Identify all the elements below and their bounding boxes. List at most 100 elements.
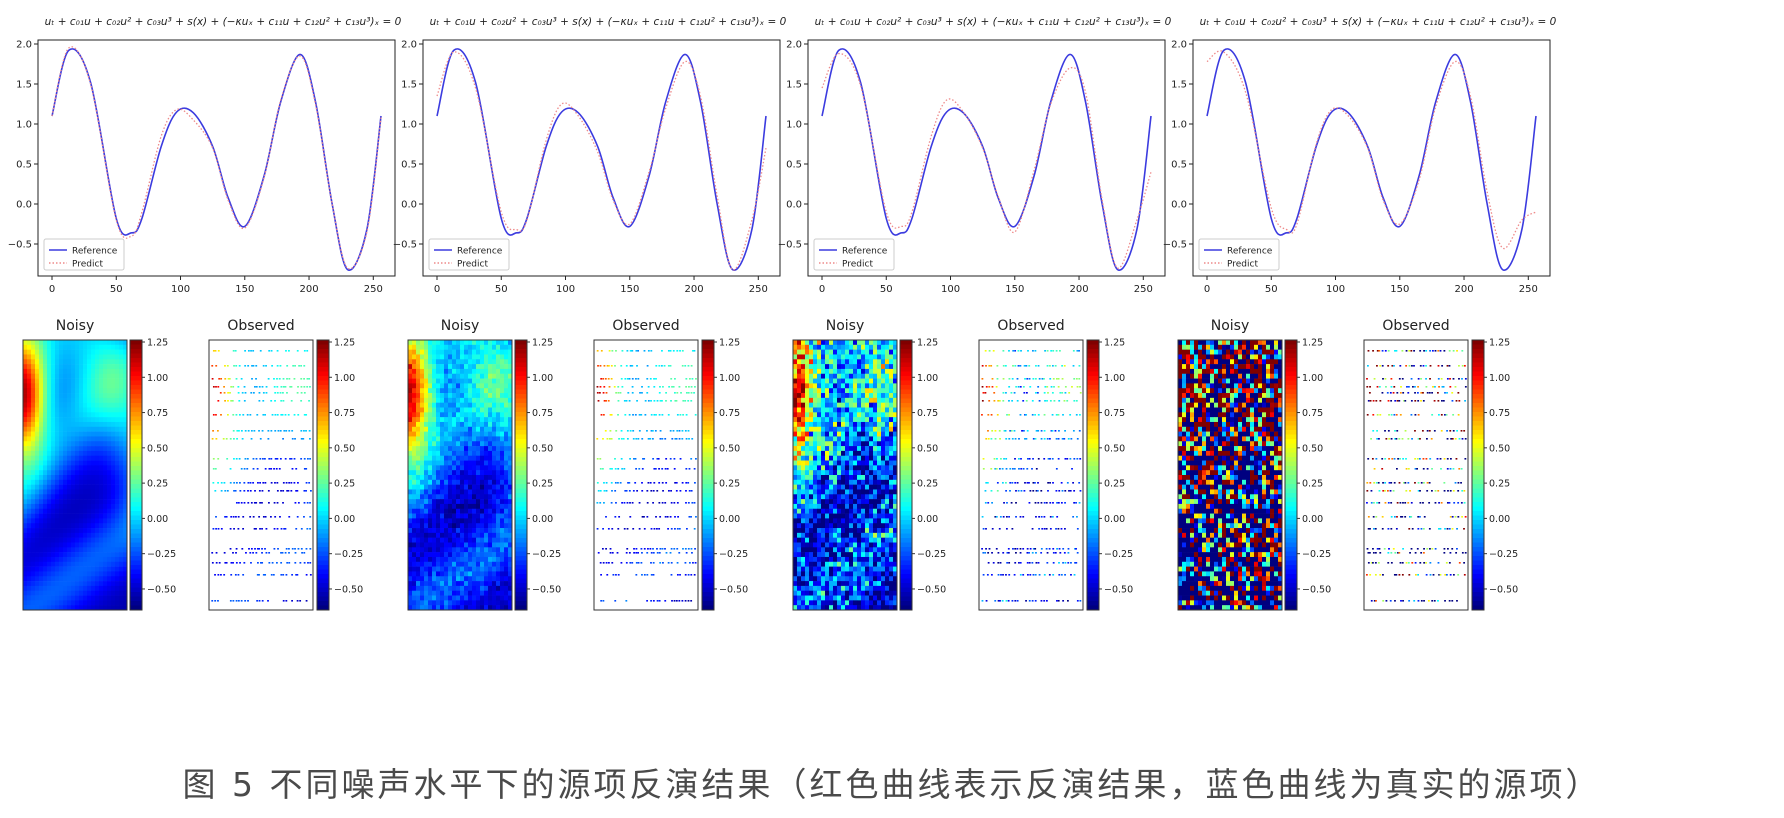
heatmap-cell <box>865 417 870 423</box>
heatmap-cell <box>27 484 32 490</box>
heatmap-cell <box>47 499 52 505</box>
heatmap-cell <box>23 364 28 370</box>
heatmap-cell <box>87 378 92 384</box>
heatmap-cell <box>468 441 473 447</box>
heatmap-cell <box>115 581 120 587</box>
observed-point <box>287 414 290 416</box>
heatmap-cell <box>825 446 830 452</box>
heatmap-cell <box>75 484 80 490</box>
heatmap-cell <box>865 368 870 375</box>
observed-point <box>617 392 620 394</box>
heatmap-cell <box>468 426 473 432</box>
observed-point <box>286 378 288 380</box>
observed-point <box>262 458 264 460</box>
observed-point <box>303 414 306 416</box>
heatmap-cell <box>47 571 52 577</box>
heatmap-cell <box>424 397 429 403</box>
heatmap-cell <box>51 566 56 572</box>
heatmap-cell <box>79 489 84 495</box>
heatmap-cell <box>825 397 830 403</box>
heatmap-cell <box>468 344 473 350</box>
heatmap-cell <box>111 373 116 379</box>
heatmap-cell <box>444 561 449 567</box>
heatmap-cell <box>480 393 485 399</box>
heatmap-cell <box>31 552 36 558</box>
observed-point <box>264 468 267 470</box>
plot-frame <box>422 39 781 277</box>
heatmap-cell <box>861 383 866 389</box>
heatmap-cell <box>464 407 469 413</box>
heatmap-cell <box>805 344 810 350</box>
heatmap-cell <box>444 378 449 384</box>
heatmap-cell <box>861 393 866 399</box>
heatmap-cell <box>500 460 505 466</box>
observed-point <box>605 392 608 394</box>
heatmap-title: Noisy <box>441 318 480 334</box>
heatmap-cell <box>492 373 497 379</box>
heatmap-cell <box>412 508 417 514</box>
heatmap-cell <box>111 566 116 572</box>
heatmap-cell <box>436 561 441 567</box>
heatmap-cell <box>857 383 862 389</box>
observed-point <box>264 548 266 550</box>
heatmap-cell <box>480 407 485 413</box>
heatmap-cell <box>91 397 96 403</box>
colorbar-segment <box>130 538 142 543</box>
heatmap-cell <box>412 364 417 370</box>
heatmap-cell <box>793 368 798 375</box>
heatmap-cell <box>43 359 48 365</box>
colorbar-tick-label: 0.00 <box>719 514 740 525</box>
observed-point <box>254 386 256 388</box>
colorbar-segment <box>515 488 527 494</box>
heatmap-cell <box>817 412 822 418</box>
heatmap-cell <box>508 581 513 587</box>
heatmap-cell <box>103 412 108 418</box>
heatmap-cell <box>853 465 858 471</box>
heatmap-cell <box>496 436 501 442</box>
heatmap-cell <box>444 426 449 432</box>
heatmap-cell <box>51 407 56 413</box>
heatmap-cell <box>845 412 850 418</box>
heatmap-cell <box>35 561 40 567</box>
heatmap-cell <box>452 421 457 428</box>
heatmap-cell <box>111 576 116 582</box>
observed-point <box>303 562 306 564</box>
heatmap-cell <box>424 542 429 548</box>
heatmap-cell <box>488 532 493 538</box>
heatmap-cell <box>488 450 493 457</box>
heatmap-cell <box>452 407 457 413</box>
heatmap-cell <box>428 605 433 611</box>
heatmap-cell <box>31 470 36 476</box>
observed-point <box>647 386 650 388</box>
observed-point <box>274 516 277 518</box>
heatmap-cell <box>31 571 36 577</box>
heatmap-cell <box>428 556 433 563</box>
heatmap-cell <box>79 581 84 587</box>
heatmap-cell <box>83 460 88 466</box>
heatmap-cell <box>59 470 64 476</box>
heatmap-cell <box>889 446 894 452</box>
heatmap-cell <box>67 465 72 471</box>
heatmap-cell <box>99 455 104 461</box>
observed-point <box>659 430 662 432</box>
observed-point <box>665 400 667 402</box>
observed-point <box>641 468 644 470</box>
heatmap-cell <box>432 349 437 355</box>
heatmap-cell <box>424 566 429 572</box>
colorbar-segment <box>317 389 329 395</box>
heatmap-cell <box>893 368 898 375</box>
observed-point <box>596 438 599 440</box>
heatmap-cell <box>444 556 449 563</box>
heatmap-cell <box>809 465 814 471</box>
heatmap-cell <box>801 407 806 413</box>
observed-point <box>665 552 668 554</box>
heatmap-cell <box>825 388 830 394</box>
heatmap-cell <box>27 344 32 350</box>
heatmap-cell <box>861 359 866 365</box>
heatmap-cell <box>47 364 52 370</box>
observed-point <box>300 386 303 388</box>
heatmap-cell <box>432 547 437 553</box>
heatmap-cell <box>107 393 112 399</box>
heatmap-cell <box>55 364 60 370</box>
heatmap-cell <box>31 581 36 587</box>
